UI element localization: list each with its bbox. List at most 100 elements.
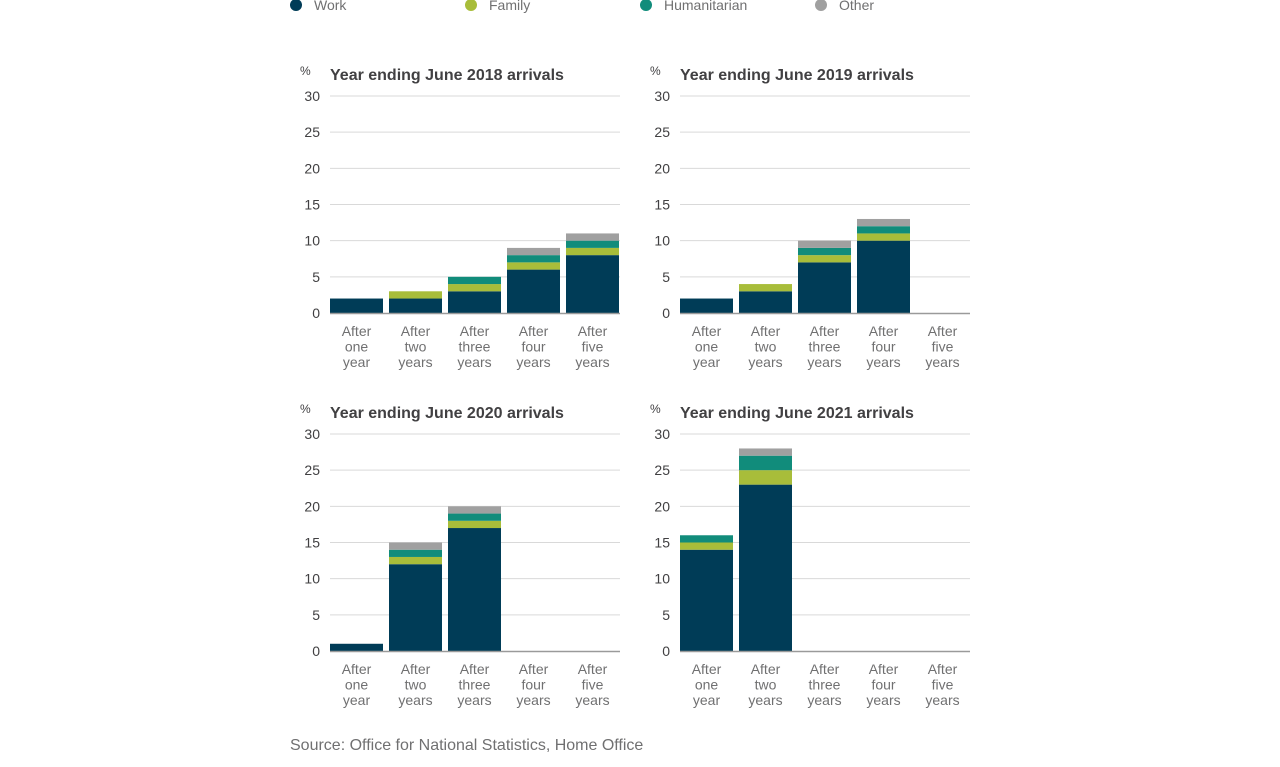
x-tick-label: year [693,692,721,708]
x-tick-label: years [748,354,782,370]
x-tick-label: years [398,354,432,370]
x-tick-label: After [751,661,781,677]
bar-other-after-two-years [739,448,792,456]
x-tick-label: After [692,323,722,339]
x-tick-label: four [521,677,545,693]
bar-humanitarian-after-three-years [448,513,501,521]
x-tick-label: two [755,677,777,693]
y-tick-label-10: 10 [654,233,670,249]
y-tick-label-0: 0 [312,643,320,659]
y-tick-label-0: 0 [312,305,320,321]
y-tick-label-25: 25 [654,462,670,478]
legend-item-work[interactable]: Work [290,0,346,13]
y-tick-label-25: 25 [654,124,670,140]
x-tick-label: After [869,661,899,677]
x-tick-label: one [345,677,369,693]
source-note: Source: Office for National Statistics, … [290,737,644,754]
legend-item-humanitarian[interactable]: Humanitarian [640,0,747,13]
x-tick-label: five [582,339,604,355]
x-tick-label: years [516,354,550,370]
y-tick-label-10: 10 [304,233,320,249]
x-tick-label: After [869,323,899,339]
legend-label-humanitarian: Humanitarian [664,0,748,13]
x-tick-label: three [809,677,841,693]
x-tick-label: years [807,692,841,708]
x-tick-label: five [582,677,604,693]
bar-humanitarian-after-three-years [798,247,851,256]
chart-title: Year ending June 2018 arrivals [330,67,564,84]
legend-label-work: Work [314,0,347,13]
chart-title: Year ending June 2019 arrivals [680,67,914,84]
legend-swatch-work [290,0,302,11]
bar-work-after-three-years [448,528,501,651]
y-tick-label-25: 25 [304,462,320,478]
bar-work-after-three-years [798,262,851,313]
y-tick-label-10: 10 [654,571,670,587]
chart-panel-3: 0 5 10 15 20 25 30% Year ending June 2020 arriv… [300,402,620,708]
bar-family-after-three-years [448,520,501,529]
x-tick-label: years [807,354,841,370]
x-tick-label: five [932,677,954,693]
bar-family-after-two-years [739,470,792,485]
x-tick-label: years [457,354,491,370]
bar-work-after-three-years [448,291,501,313]
bar-family-after-four-years [857,233,910,241]
bar-humanitarian-after-five-years [566,240,619,248]
x-tick-label: After [519,323,549,339]
legend-item-family[interactable]: Family [465,0,530,13]
y-tick-label-5: 5 [312,269,320,285]
bar-family-after-two-years [389,291,442,299]
x-tick-label: four [521,339,545,355]
bar-family-after-five-years [566,247,619,256]
bar-humanitarian-after-two-years [389,549,442,557]
y-tick-label-15: 15 [304,197,320,213]
x-tick-label: After [519,661,549,677]
bar-work-after-two-years [389,298,442,313]
bar-work-after-one-year [680,298,733,313]
bar-family-after-two-years [389,556,442,565]
x-tick-label: one [695,339,719,355]
chart-title: Year ending June 2020 arrivals [330,405,564,422]
y-tick-label-25: 25 [304,124,320,140]
y-tick-label-20: 20 [654,160,670,176]
x-tick-label: two [755,339,777,355]
legend-item-other[interactable]: Other [815,0,874,13]
x-tick-label: four [871,339,895,355]
y-tick-label-0: 0 [662,643,670,659]
x-tick-label: one [345,339,369,355]
y-axis-unit-label: % [300,402,311,416]
y-tick-label-30: 30 [304,88,320,104]
bar-other-after-two-years [389,542,442,550]
y-axis-unit-label: % [300,64,311,78]
chart-panel-4: 0 5 10 15 20 25 30% Year ending June 2021 arriv… [650,402,970,708]
x-tick-label: After [751,323,781,339]
x-tick-label: years [457,692,491,708]
bar-work-after-four-years [857,240,910,313]
y-tick-label-30: 30 [304,426,320,442]
x-tick-label: After [692,661,722,677]
bar-other-after-three-years [448,506,501,514]
bar-family-after-two-years [739,284,792,292]
y-axis-unit-label: % [650,402,661,416]
bar-work-after-five-years [566,255,619,313]
bar-family-after-one-year [680,542,733,550]
x-tick-label: years [398,692,432,708]
bar-work-after-one-year [330,643,383,651]
legend-swatch-humanitarian [640,0,652,11]
x-tick-label: After [460,661,490,677]
x-tick-label: years [748,692,782,708]
bar-work-after-four-years [507,269,560,313]
x-tick-label: years [516,692,550,708]
y-tick-label-30: 30 [654,88,670,104]
y-tick-label-20: 20 [304,498,320,514]
x-tick-label: After [460,323,490,339]
bar-humanitarian-after-one-year [680,535,733,543]
x-tick-label: year [343,354,371,370]
legend-swatch-family [465,0,477,11]
x-tick-label: one [695,677,719,693]
bar-humanitarian-after-three-years [448,276,501,285]
x-tick-label: two [405,677,427,693]
x-tick-label: After [578,323,608,339]
y-tick-label-5: 5 [312,607,320,623]
bar-other-after-three-years [798,240,851,248]
